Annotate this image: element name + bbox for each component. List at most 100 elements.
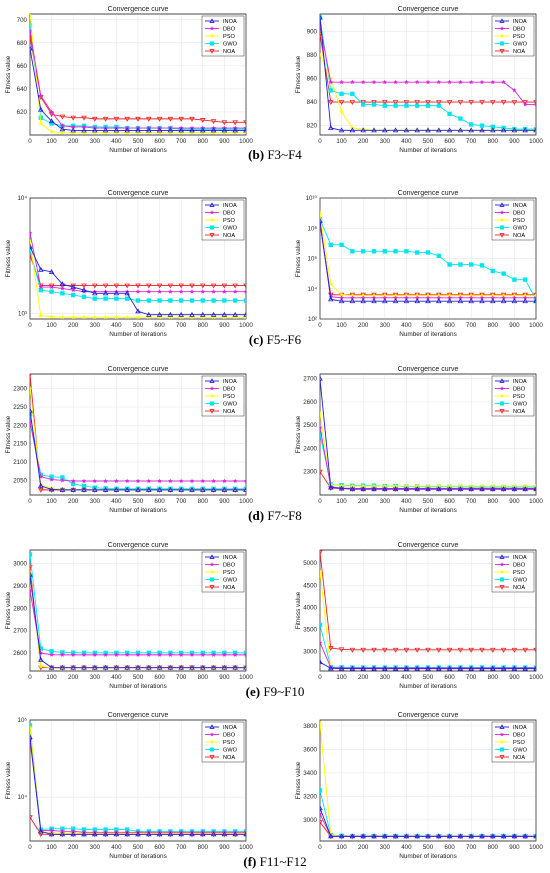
data-point-noa: [360, 647, 366, 653]
data-point-inoa: [135, 308, 141, 314]
data-point-gwo: [49, 121, 54, 126]
x-tick-label: 600: [444, 322, 455, 329]
data-point-inoa: [189, 311, 195, 317]
data-point-gwo: [447, 262, 452, 267]
data-point-dbo: [371, 79, 377, 85]
data-point-dbo: [436, 79, 442, 85]
series-group: [320, 375, 536, 492]
data-point-noa: [156, 116, 163, 122]
x-tick-label: 500: [133, 674, 144, 681]
x-tick-label: 900: [509, 674, 520, 681]
data-point-inoa: [38, 106, 44, 112]
data-point-dbo: [533, 101, 536, 107]
legend-label-gwo: GWO: [513, 402, 528, 408]
data-point-dbo: [243, 652, 246, 657]
x-tick-label: 100: [46, 844, 57, 851]
data-point-gwo: [479, 263, 485, 268]
series-group: [30, 552, 246, 671]
data-point-gwo: [200, 298, 205, 303]
chart-title: Convergence curve: [398, 712, 459, 719]
data-point-pso: [60, 130, 65, 135]
x-tick-label: 700: [176, 322, 187, 329]
y-axis-label: Fitness value: [5, 55, 12, 93]
data-point-noa: [338, 100, 345, 106]
x-tick-label: 0: [28, 498, 32, 505]
data-point-noa: [146, 283, 152, 289]
data-point-inoa: [446, 665, 453, 671]
data-point-dbo: [414, 79, 420, 85]
legend-marker-dbo: [499, 386, 505, 391]
data-point-noa: [500, 100, 507, 106]
legend-marker-inoa: [499, 724, 505, 729]
data-point-inoa: [457, 127, 464, 133]
data-point-noa: [81, 115, 87, 121]
legend-label-gwo: GWO: [223, 578, 238, 584]
y-tick-label: 640: [17, 86, 28, 93]
y-tick-label: 2600: [13, 650, 27, 657]
legend-label-noa: NOA: [223, 755, 235, 761]
data-point-noa: [392, 100, 399, 106]
data-point-noa: [403, 647, 410, 653]
data-point-dbo: [146, 652, 152, 657]
data-point-dbo: [232, 478, 238, 484]
data-point-inoa: [210, 664, 217, 670]
data-point-noa: [414, 647, 420, 653]
data-point-inoa: [522, 833, 528, 839]
data-point-inoa: [232, 127, 238, 133]
data-point-dbo: [157, 652, 162, 657]
x-tick-label: 200: [68, 322, 79, 329]
data-point-noa: [500, 647, 507, 653]
data-point-inoa: [360, 665, 366, 671]
data-point-noa: [135, 283, 141, 289]
data-point-dbo: [447, 79, 452, 85]
legend-marker-noa: [209, 233, 215, 238]
data-point-gwo: [393, 249, 398, 254]
x-tick-label: 500: [423, 844, 434, 851]
x-tick-label: 0: [28, 322, 32, 329]
legend-label-gwo: GWO: [513, 42, 528, 48]
data-point-inoa: [349, 486, 356, 492]
data-point-pso: [49, 314, 54, 319]
x-tick-label: 500: [423, 498, 434, 505]
data-point-gwo: [114, 296, 119, 301]
x-tick-label: 500: [133, 498, 144, 505]
data-point-gwo: [243, 298, 246, 303]
legend-label-noa: NOA: [513, 49, 525, 55]
data-point-noa: [436, 100, 442, 106]
legend-label-pso: PSO: [513, 570, 525, 576]
data-point-pso: [328, 76, 334, 81]
legend-marker-noa: [209, 585, 215, 590]
data-point-inoa: [30, 407, 33, 413]
x-axis-label: Number of iterations: [109, 853, 167, 860]
data-point-gwo: [179, 298, 184, 303]
data-point-dbo: [243, 289, 246, 294]
plot-frame: [319, 197, 537, 320]
data-point-pso: [320, 210, 323, 216]
data-point-inoa: [146, 311, 152, 317]
legend-marker-dbo: [209, 562, 215, 567]
data-point-inoa: [392, 833, 399, 839]
data-point-gwo: [447, 111, 452, 117]
plot-frame: [29, 197, 247, 320]
data-point-inoa: [500, 833, 507, 839]
y-axis-label: Fitness value: [295, 761, 302, 799]
data-point-inoa: [92, 127, 98, 133]
data-point-pso: [38, 120, 44, 126]
data-point-inoa: [102, 664, 109, 670]
x-tick-label: 300: [90, 138, 101, 145]
data-point-inoa: [38, 828, 44, 834]
legend-marker-dbo: [209, 732, 215, 737]
data-point-inoa: [59, 126, 66, 132]
data-point-noa: [425, 100, 431, 106]
x-axis-label: Number of iterations: [399, 147, 457, 154]
data-point-noa: [522, 647, 528, 653]
data-point-inoa: [156, 486, 163, 492]
legend-label-dbo: DBO: [513, 563, 526, 569]
data-point-inoa: [533, 127, 536, 133]
data-point-inoa: [425, 833, 431, 839]
data-point-pso: [339, 109, 344, 114]
data-point-gwo: [371, 249, 377, 254]
x-tick-label: 700: [466, 844, 477, 851]
